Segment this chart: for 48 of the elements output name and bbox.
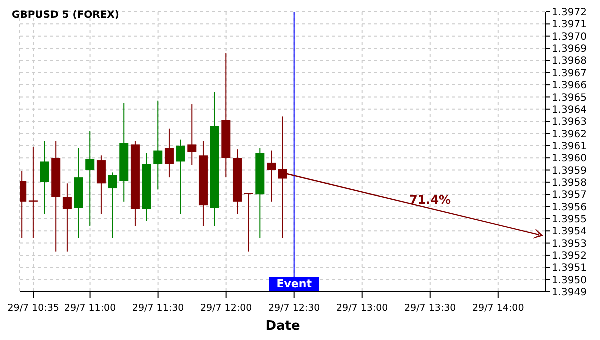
candlestick bbox=[108, 172, 118, 239]
chart-title: GBPUSD 5 (FOREX) bbox=[12, 10, 120, 21]
y-tick-label: 1.3953 bbox=[552, 238, 587, 250]
x-tick-label: 29/7 11:30 bbox=[132, 303, 184, 314]
annotation: 71.4% bbox=[409, 192, 452, 207]
candlestick bbox=[266, 150, 276, 202]
y-tick-label: 1.3968 bbox=[552, 56, 587, 68]
y-tick-label: 1.3972 bbox=[552, 8, 587, 19]
y-tick-label: 1.3964 bbox=[552, 104, 587, 116]
y-tick-label: 1.3951 bbox=[552, 263, 587, 274]
y-tick-label: 1.3970 bbox=[552, 32, 587, 43]
x-tick-label: 29/7 11:00 bbox=[64, 303, 116, 314]
y-tick-label: 1.3962 bbox=[552, 129, 587, 140]
y-tick-label: 1.3957 bbox=[552, 190, 587, 202]
candlestick bbox=[154, 100, 163, 190]
y-tick-label: 1.3967 bbox=[552, 68, 587, 80]
y-tick-label: 1.3966 bbox=[552, 80, 587, 92]
ref-line-label: Event bbox=[276, 278, 312, 290]
y-tick-label: 1.3952 bbox=[552, 251, 587, 262]
y-tick-label: 1.3954 bbox=[552, 226, 587, 238]
y-tick-label: 1.3971 bbox=[552, 20, 587, 31]
candlestick bbox=[40, 140, 50, 215]
x-tick-label: 29/7 10:35 bbox=[8, 303, 60, 314]
y-tick-label: 1.3965 bbox=[552, 92, 587, 104]
candlestick bbox=[62, 183, 72, 252]
y-tick-label: 1.3969 bbox=[552, 44, 587, 56]
y-tick-label: 1.3959 bbox=[552, 166, 587, 177]
x-tick-label: 29/7 12:00 bbox=[200, 303, 252, 314]
y-tick-label: 1.3956 bbox=[552, 202, 587, 214]
candlestick bbox=[244, 192, 254, 252]
y-tick-label: 1.3955 bbox=[552, 214, 587, 226]
y-tick-label: 1.3958 bbox=[552, 178, 587, 189]
x-tick-label: 29/7 12:30 bbox=[268, 303, 320, 314]
x-axis-title: Date bbox=[266, 319, 300, 334]
y-tick-label: 1.3963 bbox=[552, 117, 587, 128]
candlestick bbox=[278, 116, 288, 239]
candlestick bbox=[164, 128, 174, 178]
x-tick-label: 29/7 13:30 bbox=[404, 303, 456, 314]
x-tick-label: 29/7 13:00 bbox=[336, 303, 388, 314]
y-tick-label: 1.3961 bbox=[552, 141, 587, 152]
candlestick bbox=[188, 104, 197, 166]
candlestick bbox=[28, 146, 38, 239]
y-tick-label: 1.3949 bbox=[552, 288, 587, 299]
x-tick-label: 29/7 14:00 bbox=[472, 303, 524, 314]
candlestick bbox=[96, 155, 106, 215]
y-tick-label: 1.3960 bbox=[552, 154, 587, 165]
candlestick bbox=[176, 139, 186, 215]
y-tick-label: 1.3950 bbox=[552, 275, 587, 286]
